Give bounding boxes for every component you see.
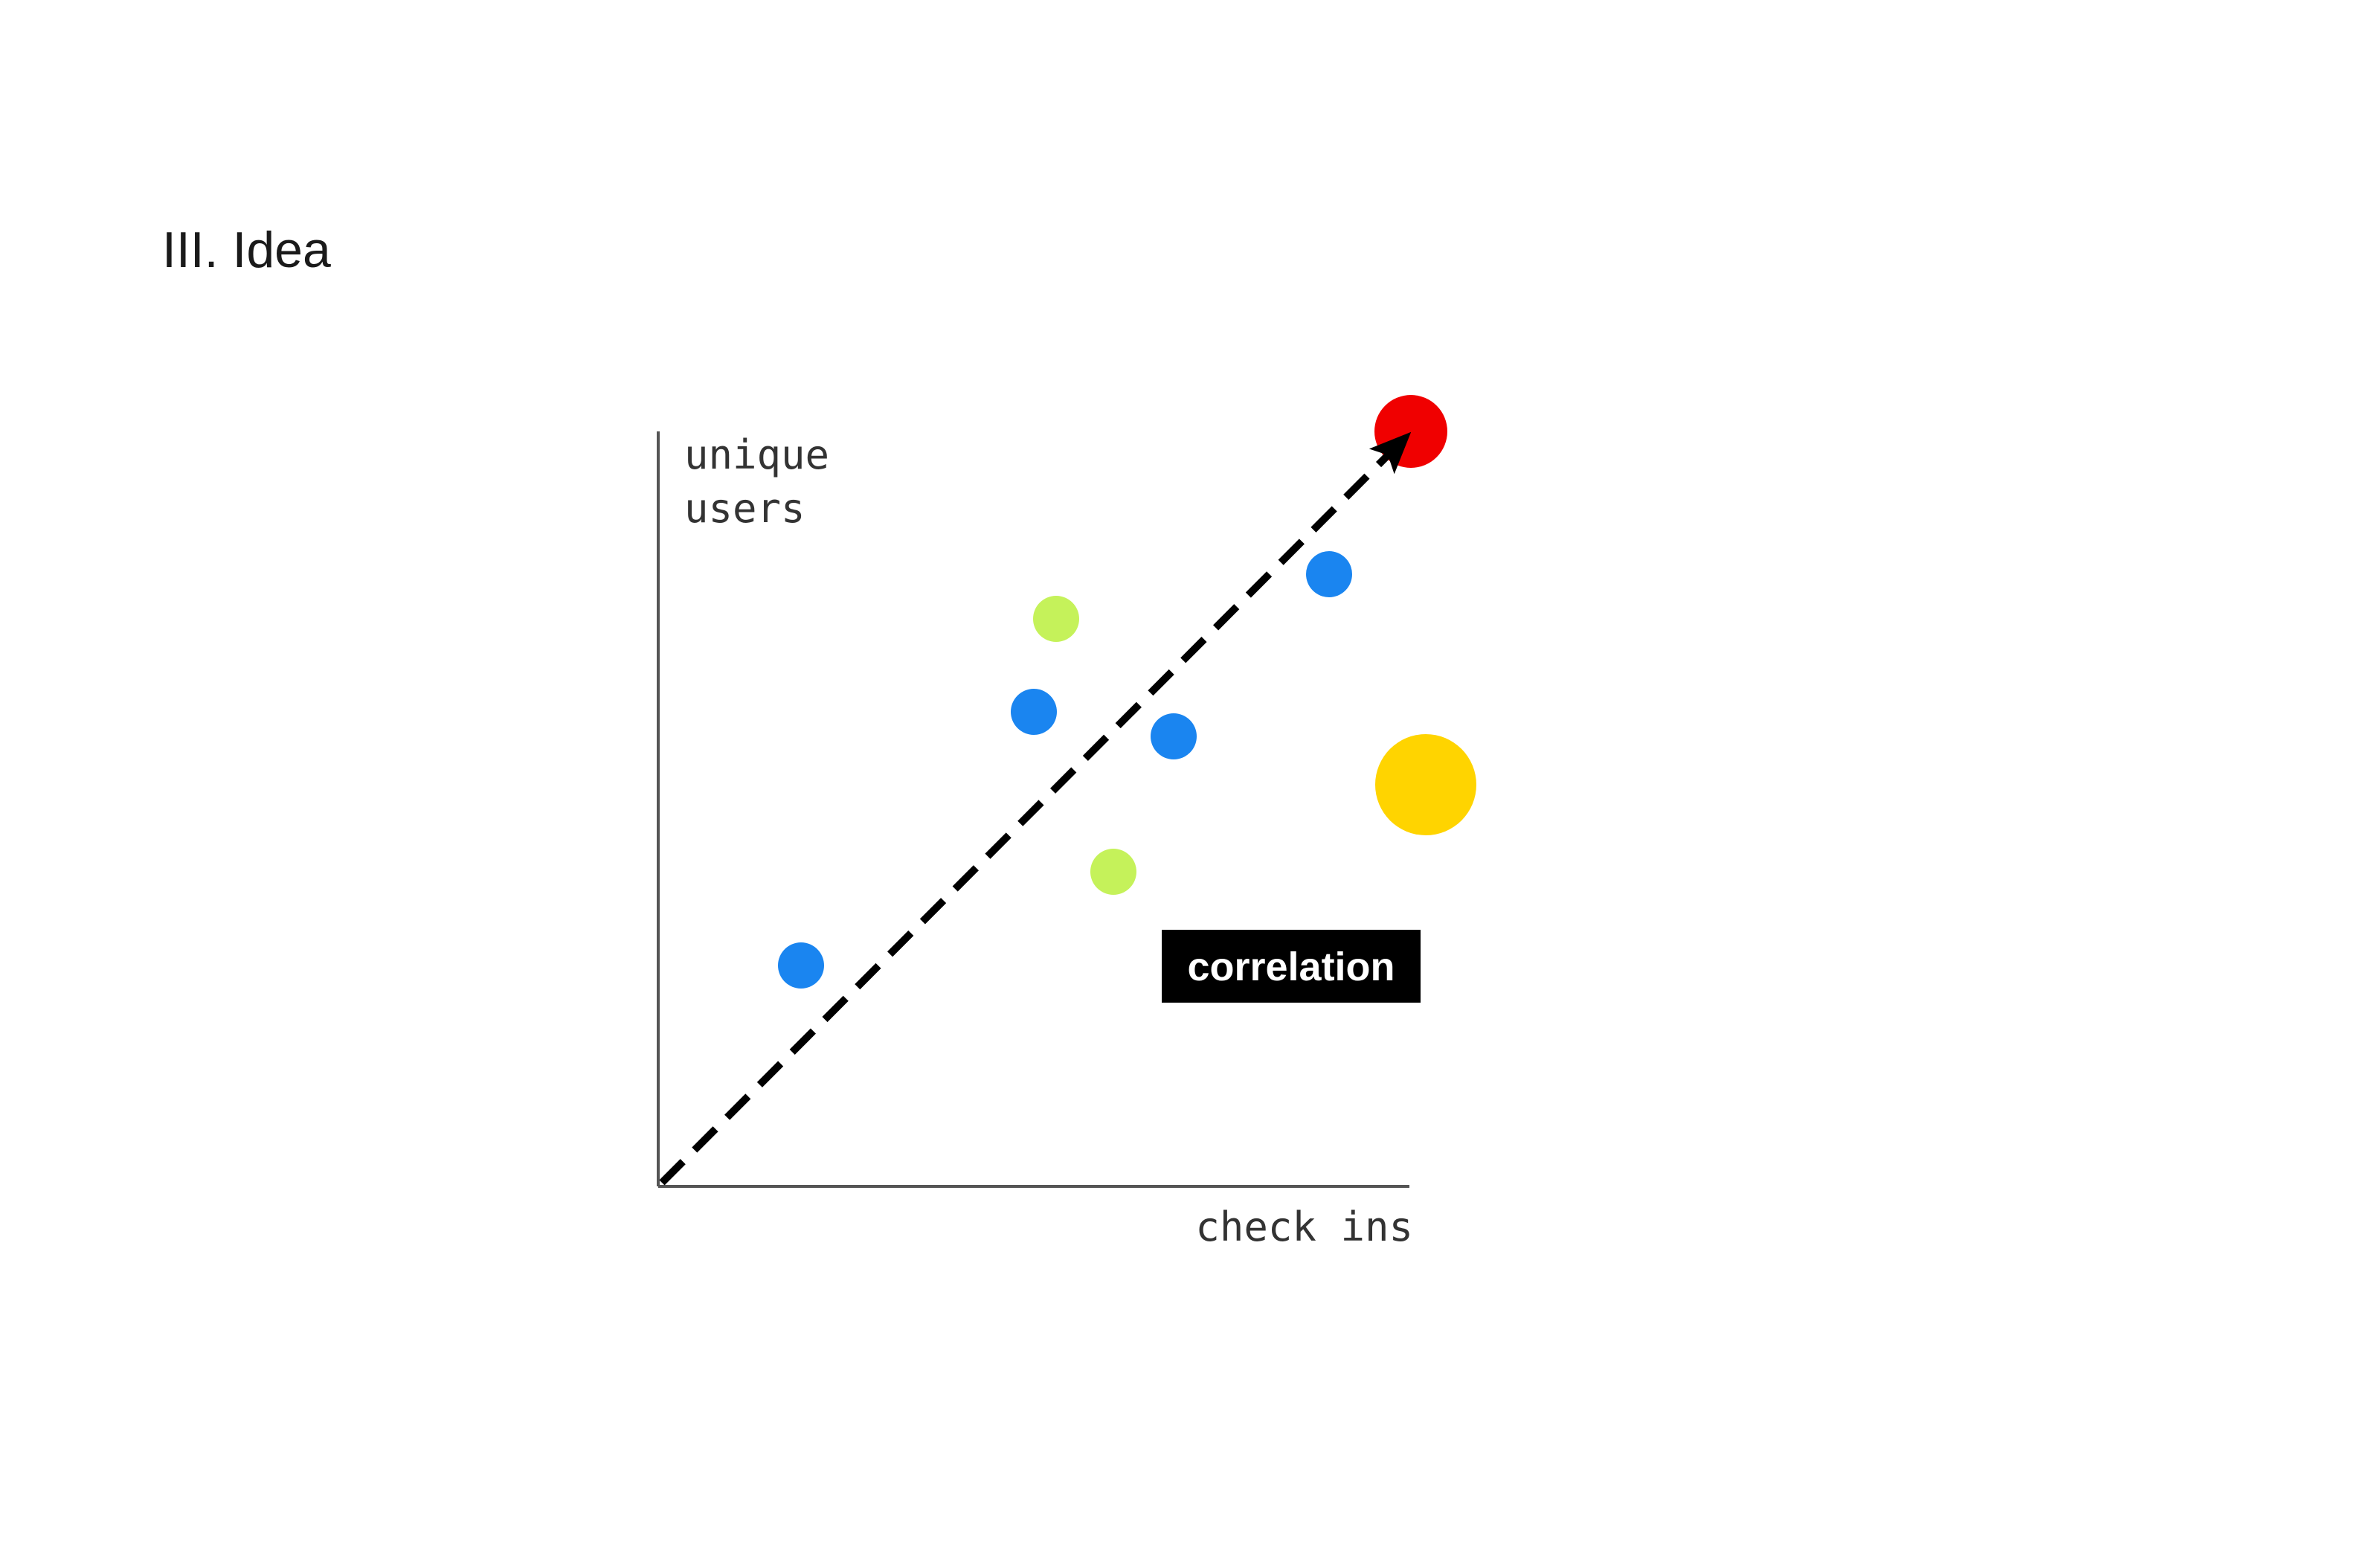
slide-title: III. Idea [162,222,331,278]
correlation-badge: correlation [1162,930,1421,1003]
yellow-point [1375,734,1476,835]
blue-point-2 [1011,689,1057,735]
correlation-badge-background [1162,930,1421,1003]
blue-point-1 [778,942,824,989]
lime-point-lower [1090,849,1136,895]
blue-point-3 [1151,713,1197,759]
blue-point-4 [1306,551,1352,597]
lime-point-upper [1033,596,1079,642]
correlation-badge-label: correlation [1187,945,1395,989]
y-axis-label-line-1: unique [684,431,829,478]
y-axis-label-line-2: users [684,485,805,532]
y-axis-label: unique users [684,431,854,532]
trend-arrow [659,431,1412,1186]
x-axis-label: check ins [1195,1203,1413,1250]
